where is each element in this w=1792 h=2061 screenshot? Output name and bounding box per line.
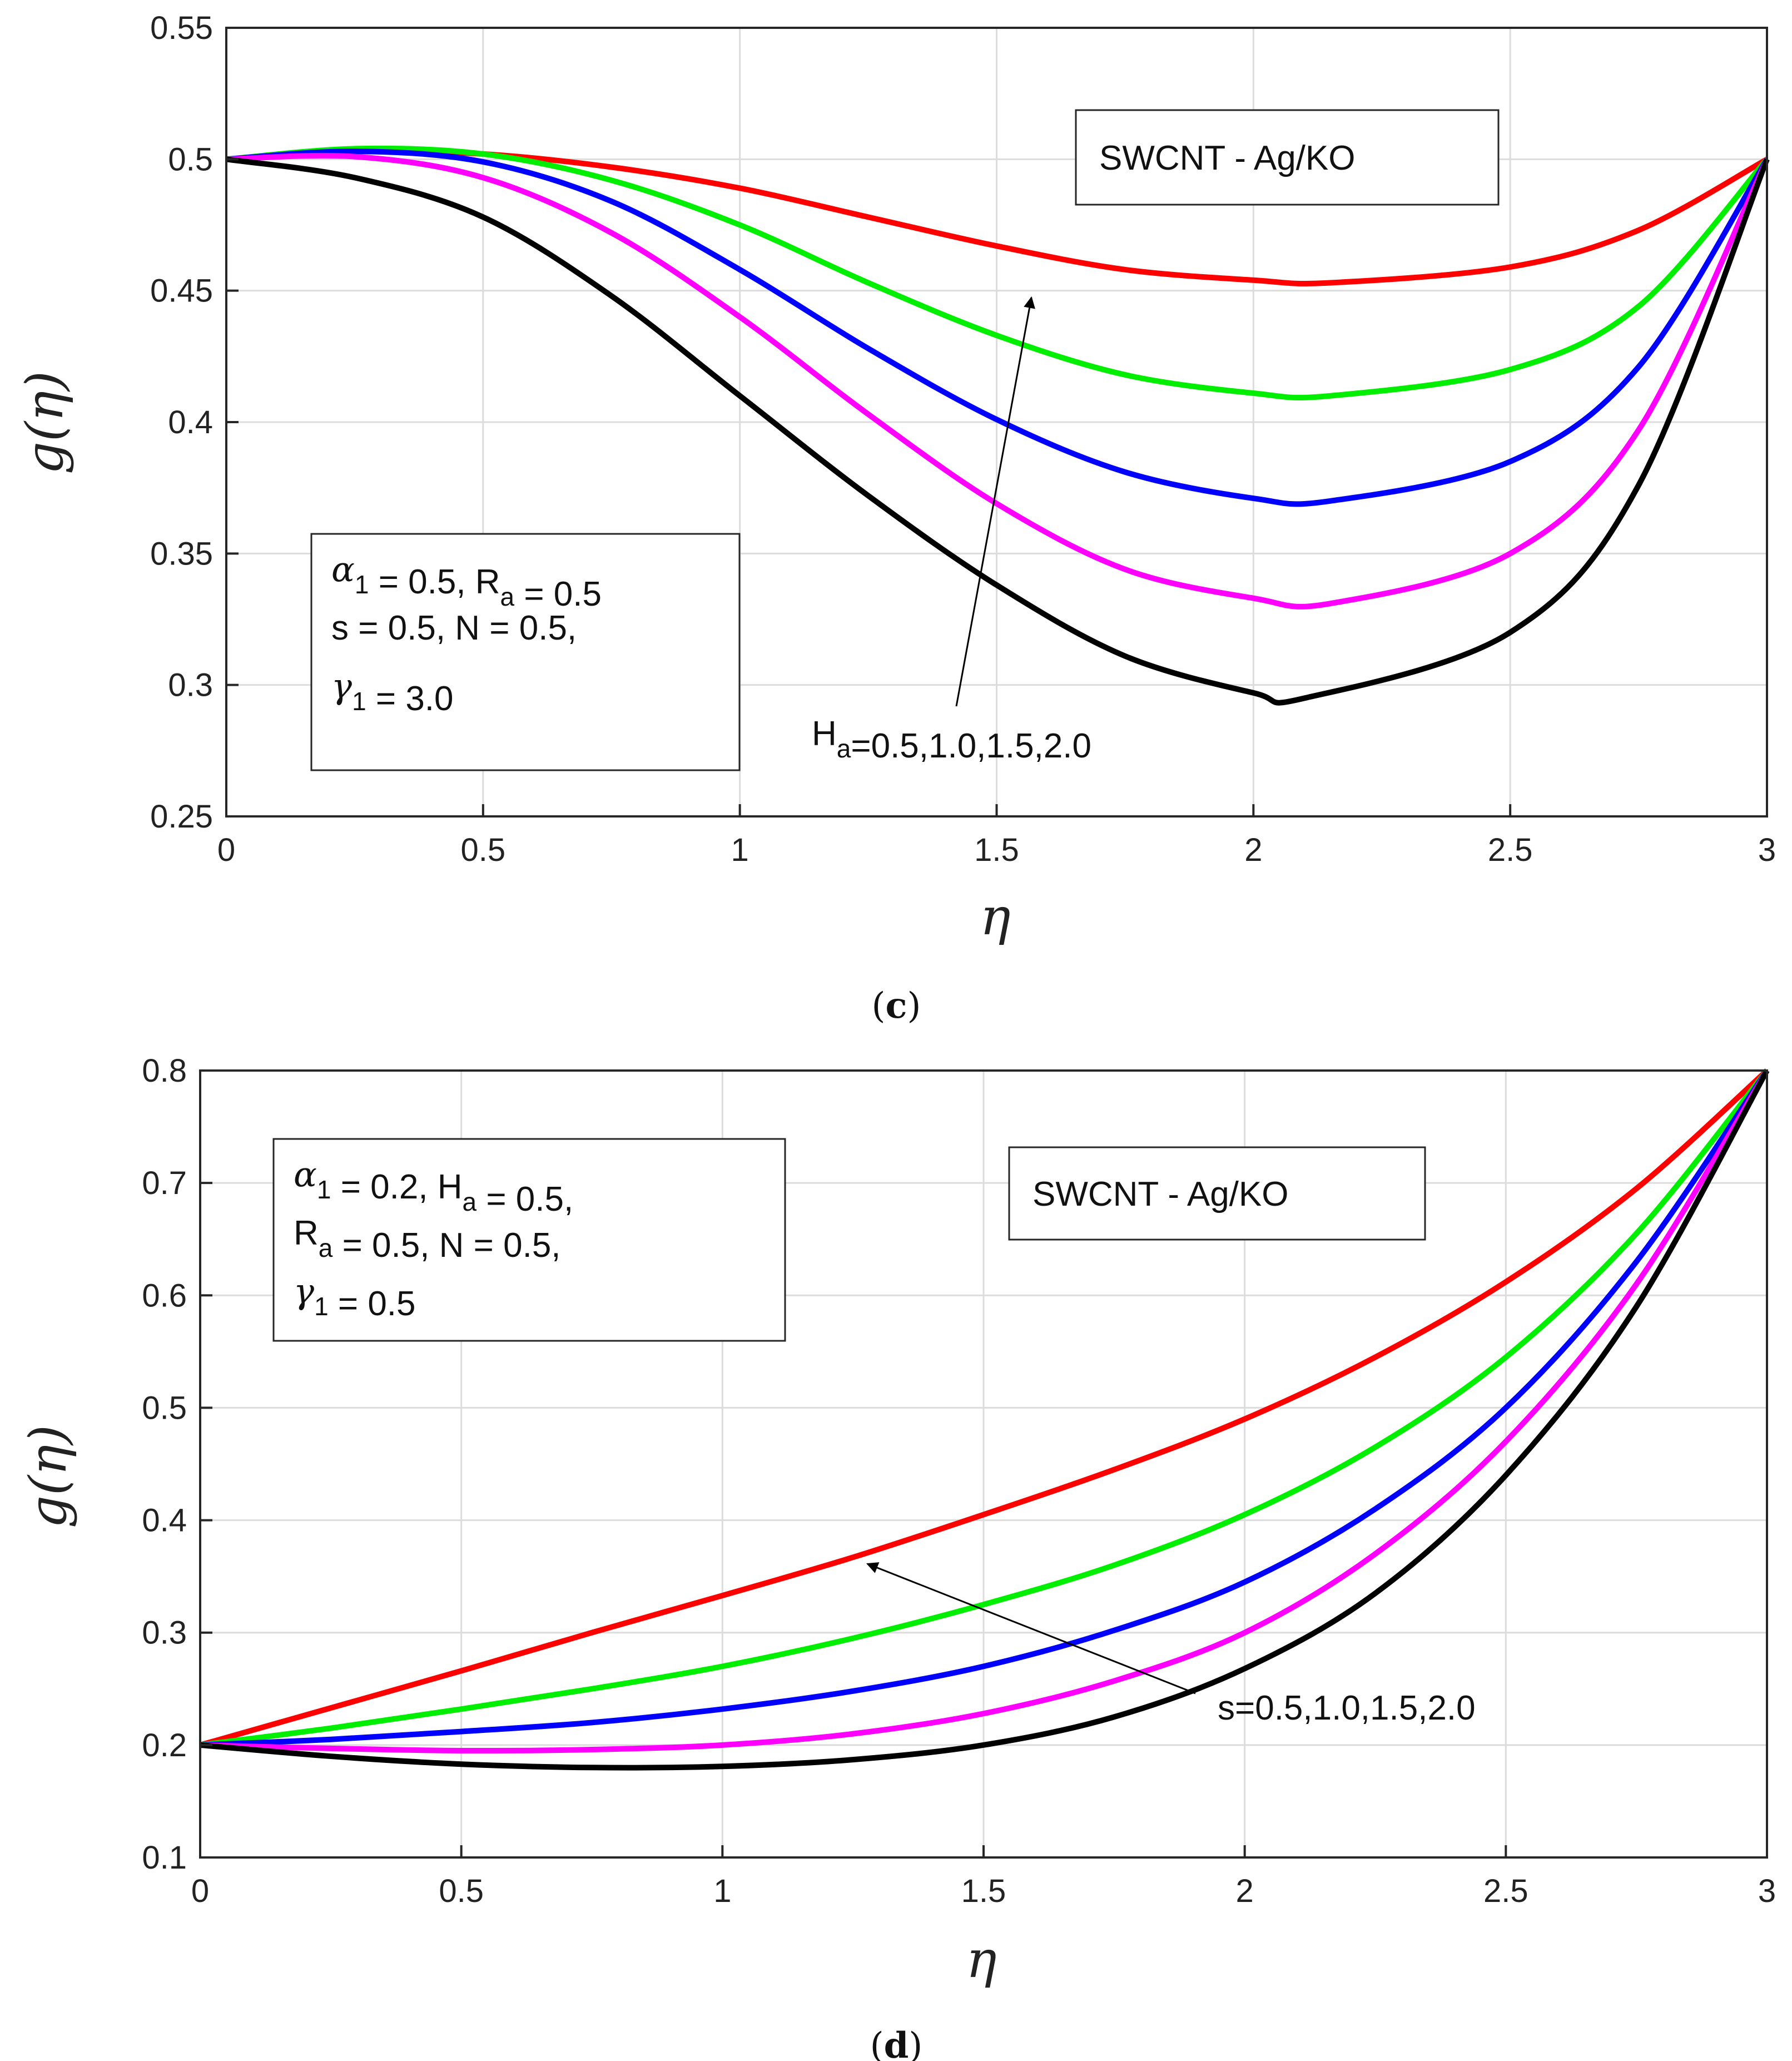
parameter-box (310, 533, 741, 771)
x-tick-label: 0 (217, 832, 235, 868)
parameter-line-2-run-1: 1 (314, 1292, 329, 1321)
parameter-line-0-run-0: α (331, 549, 355, 589)
y-tick-label: 0.6 (142, 1277, 187, 1314)
x-tick-label: 1 (731, 832, 749, 868)
annotation-run-1: a (837, 734, 851, 763)
x-axis-label: η (966, 1930, 996, 1989)
y-axis-label: g(η) (18, 1425, 78, 1528)
x-tick-label: 0.5 (439, 1873, 484, 1909)
x-tick-label: 0 (191, 1873, 209, 1909)
y-tick-label: 0.2 (142, 1727, 187, 1763)
y-tick-label: 0.7 (142, 1165, 187, 1201)
caption-close: ) (907, 985, 921, 1027)
legend-box (1075, 109, 1500, 206)
y-tick-label: 0.4 (168, 404, 213, 440)
series-line (200, 1068, 1769, 1748)
caption-letter: c (886, 985, 907, 1027)
series-line (199, 1068, 1769, 1748)
y-tick-label: 0.45 (150, 273, 213, 309)
annotation-arrow (866, 1562, 1196, 1695)
annotation-label: s=0.5,1.0,1.5,2.0 (1218, 1689, 1476, 1727)
legend-box (1008, 1146, 1426, 1241)
parameter-line: γ1 = 0.5 (294, 1271, 416, 1323)
parameter-line-0-run-2: = 0.5, R (369, 563, 500, 601)
y-tick-label: 0.5 (142, 1390, 187, 1426)
caption-open: ( (872, 985, 886, 1027)
parameter-box (272, 1138, 786, 1342)
figure-caption: (c) (872, 985, 921, 1027)
parameter-line-0-run-4: = 0.5, (476, 1180, 573, 1218)
x-tick-label: 1 (713, 1873, 731, 1909)
y-axis-label: g(η) (15, 371, 75, 474)
parameter-line-2-run-0: γ (294, 1271, 315, 1311)
y-tick-label: 0.25 (150, 799, 213, 835)
parameter-line-0-run-1: 1 (317, 1175, 331, 1204)
caption-close: ) (909, 2025, 922, 2061)
parameter-line-2-run-1: 1 (352, 687, 366, 716)
parameter-line-1-run-0: R (294, 1214, 319, 1252)
figure-caption: (d) (870, 2025, 923, 2061)
annotation-label: Ha=0.5,1.0,1.5,2.0 (812, 715, 1091, 765)
series-line (200, 1069, 1770, 1771)
y-tick-label: 0.8 (142, 1053, 187, 1089)
parameter-line-1-run-0: s = 0.5, N = 0.5, (331, 609, 577, 647)
parameter-line-2-run-2: = 0.5 (329, 1285, 416, 1323)
x-tick-label: 1.5 (974, 832, 1019, 868)
y-tick-label: 0.55 (150, 10, 213, 46)
x-tick-label: 2.5 (1488, 832, 1533, 868)
parameter-line-0-run-3: a (500, 582, 515, 611)
chart-panel-c: 0 0.5 1 1.5 2 2.5 3 0.25 0.3 0.35 0.4 0.45 0.5 0.55 η g… (15, 10, 1776, 1027)
series-line (226, 152, 1770, 610)
parameter-line: α1 = 0.5, Ra = 0.5 (331, 549, 602, 613)
x-tick-label: 2.5 (1483, 1873, 1528, 1909)
parameter-line: s = 0.5, N = 0.5, (331, 609, 577, 647)
parameter-line: Ra = 0.5, N = 0.5, (294, 1214, 561, 1265)
parameter-line-0-run-4: = 0.5 (514, 575, 602, 613)
series-line (200, 1069, 1770, 1754)
parameter-line-1-run-1: a (319, 1233, 333, 1262)
annotation-run-0: s=0.5,1.0,1.5,2.0 (1218, 1689, 1476, 1727)
y-tick-label: 0.35 (150, 536, 213, 572)
chart-panel-d: 0 0.5 1 1.5 2 2.5 3 0.1 0.2 0.3 0.4 0.5 0.6 0.7 0.8 η g(… (18, 1053, 1776, 2061)
parameter-line-0-run-2: = 0.2, H (331, 1168, 462, 1206)
x-axis-label: η (980, 887, 1010, 947)
y-tick-label: 0.5 (168, 141, 213, 177)
parameter-line-0-run-0: α (294, 1154, 317, 1195)
x-tick-label: 1.5 (961, 1873, 1006, 1909)
parameter-line: α1 = 0.2, Ha = 0.5, (294, 1154, 573, 1218)
caption-letter: d (884, 2025, 909, 2061)
parameter-line-0-run-3: a (463, 1187, 477, 1216)
series-line (226, 145, 1769, 401)
y-tick-label: 0.3 (168, 667, 213, 703)
annotation-run-2: =0.5,1.0,1.5,2.0 (851, 727, 1091, 765)
series-line (200, 1069, 1770, 1748)
caption-open: ( (870, 2025, 884, 2061)
x-tick-label: 3 (1758, 832, 1776, 868)
x-tick-label: 2 (1244, 832, 1262, 868)
parameter-line-0-run-1: 1 (355, 570, 369, 599)
parameter-line: γ1 = 3.0 (331, 666, 454, 718)
x-tick-label: 2 (1236, 1873, 1254, 1909)
series-line (226, 156, 1770, 706)
annotation-run-0: H (812, 715, 837, 753)
legend-text: SWCNT - Ag/KO (1032, 1175, 1289, 1213)
x-tick-label: 0.5 (461, 832, 506, 868)
y-tick-label: 0.3 (142, 1615, 187, 1651)
y-tick-label: 0.1 (142, 1840, 187, 1876)
parameter-line-2-run-2: = 3.0 (366, 680, 454, 718)
y-tick-label: 0.4 (142, 1503, 187, 1539)
x-tick-label: 3 (1758, 1873, 1776, 1909)
parameter-line-2-run-0: γ (331, 666, 353, 706)
legend-text: SWCNT - Ag/KO (1099, 139, 1356, 177)
annotation-arrow (955, 296, 1035, 707)
parameter-line-1-run-2: = 0.5, N = 0.5, (332, 1226, 560, 1265)
